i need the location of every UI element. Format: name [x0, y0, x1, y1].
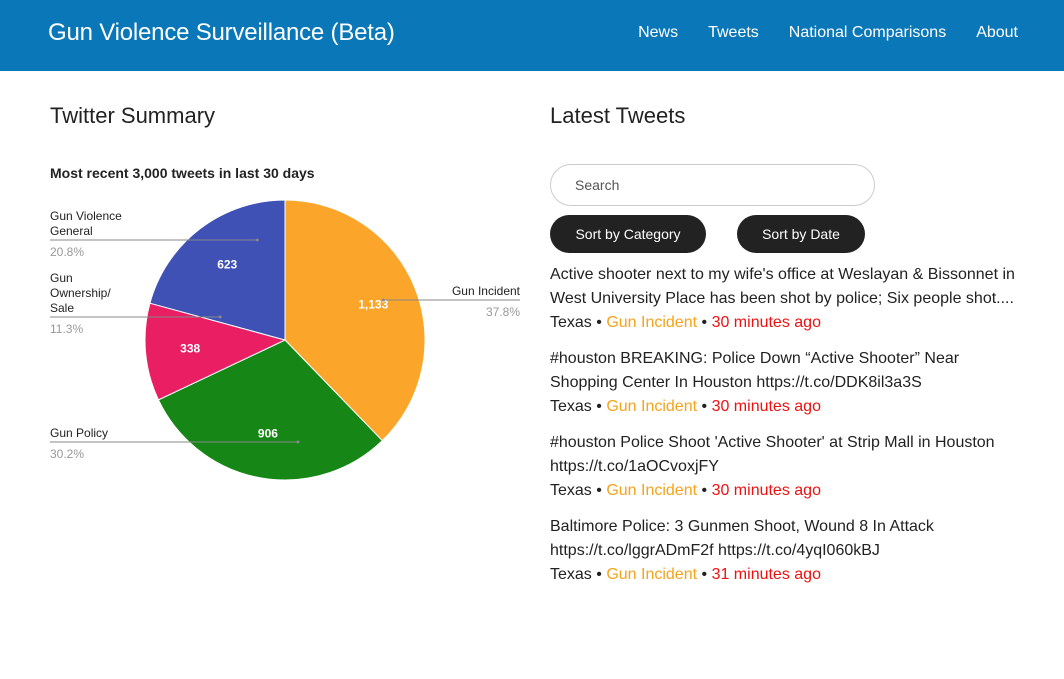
legend-percent: 20.8%: [50, 245, 84, 259]
tweet-item: Baltimore Police: 3 Gunmen Shoot, Wound …: [550, 515, 1030, 587]
tweet-category[interactable]: Gun Incident: [606, 314, 698, 331]
nav-news[interactable]: News: [638, 24, 679, 41]
meta-separator: •: [596, 482, 602, 499]
tweet-time: 31 minutes ago: [711, 566, 821, 583]
meta-separator: •: [701, 314, 708, 331]
slice-value-label: 338: [180, 341, 200, 355]
brand-link[interactable]: Gun Violence Surveillance (Beta): [48, 19, 395, 46]
legend-percent: 11.3%: [50, 322, 83, 336]
tweet-location: Texas: [550, 314, 592, 331]
tweet-item: Active shooter next to my wife's office …: [550, 263, 1030, 335]
pie-chart: Most recent 3,000 tweets in last 30 days…: [40, 150, 530, 510]
pie-slice[interactable]: [144, 302, 287, 401]
tweet-text[interactable]: #houston BREAKING: Police Down “Active S…: [550, 350, 960, 391]
pie-slice[interactable]: [149, 199, 286, 341]
sort-by-category-button[interactable]: Sort by Category: [550, 215, 706, 253]
legend-label: Gun Policy: [50, 426, 108, 440]
legend-label: Gun Incident: [452, 284, 521, 298]
meta-separator: •: [596, 566, 602, 583]
tweet-time: 30 minutes ago: [711, 398, 821, 415]
tweet-item: #houston BREAKING: Police Down “Active S…: [550, 347, 1030, 419]
meta-separator: •: [701, 566, 708, 583]
search-input[interactable]: [550, 164, 875, 206]
meta-separator: •: [596, 314, 602, 331]
tweet-location: Texas: [550, 398, 592, 415]
top-navbar: Gun Violence Surveillance (Beta) News Tw…: [0, 0, 1064, 71]
meta-separator: •: [596, 398, 602, 415]
pie-chart-svg: Most recent 3,000 tweets in last 30 days…: [50, 165, 521, 481]
slice-value-label: 1,133: [358, 297, 388, 311]
tweet-location: Texas: [550, 566, 592, 583]
slice-value-label: 623: [217, 257, 237, 271]
tweet-text[interactable]: #houston Police Shoot 'Active Shooter' a…: [550, 434, 995, 475]
slice-value-label: 906: [258, 427, 278, 441]
tweet-category[interactable]: Gun Incident: [606, 566, 698, 583]
tweet-text[interactable]: Baltimore Police: 3 Gunmen Shoot, Wound …: [550, 518, 934, 559]
tweet-category[interactable]: Gun Incident: [606, 482, 698, 499]
tweet-meta: Texas • Gun Incident • 30 minutes ago: [550, 479, 1030, 503]
legend-label: Ownership/: [50, 286, 111, 300]
chart-title: Most recent 3,000 tweets in last 30 days: [50, 165, 315, 181]
tweet-text[interactable]: Active shooter next to my wife's office …: [550, 266, 1015, 307]
tweet-location: Texas: [550, 482, 592, 499]
nav-links: News Tweets National Comparisons About: [608, 24, 1018, 42]
latest-tweets-title: Latest Tweets: [550, 103, 686, 128]
tweet-category[interactable]: Gun Incident: [606, 398, 698, 415]
tweet-meta: Texas • Gun Incident • 30 minutes ago: [550, 395, 1030, 419]
pie-slice[interactable]: [157, 339, 384, 481]
legend-percent: 37.8%: [486, 305, 520, 319]
legend-leader-dot: [255, 238, 259, 242]
tweet-meta: Texas • Gun Incident • 31 minutes ago: [550, 563, 1030, 587]
legend-percent: 30.2%: [50, 447, 84, 461]
legend-label: General: [50, 224, 93, 238]
legend-label: Sale: [50, 301, 74, 315]
nav-tweets[interactable]: Tweets: [708, 24, 759, 41]
tweet-list: Active shooter next to my wife's office …: [550, 263, 1030, 599]
legend-leader-dot: [296, 440, 300, 444]
twitter-summary-title: Twitter Summary: [50, 103, 216, 128]
legend-label: Gun: [50, 271, 73, 285]
legend-label: Gun Violence: [50, 209, 122, 223]
tweet-time: 30 minutes ago: [711, 482, 821, 499]
meta-separator: •: [701, 398, 708, 415]
tweet-item: #houston Police Shoot 'Active Shooter' a…: [550, 431, 1030, 503]
nav-about[interactable]: About: [976, 24, 1018, 41]
sort-by-date-button[interactable]: Sort by Date: [737, 215, 865, 253]
tweet-meta: Texas • Gun Incident • 30 minutes ago: [550, 311, 1030, 335]
nav-national-comparisons[interactable]: National Comparisons: [788, 24, 947, 41]
legend-leader-dot: [381, 298, 385, 302]
tweet-time: 30 minutes ago: [711, 314, 821, 331]
meta-separator: •: [701, 482, 708, 499]
pie-slice[interactable]: [284, 199, 426, 442]
legend-leader-dot: [218, 315, 222, 319]
